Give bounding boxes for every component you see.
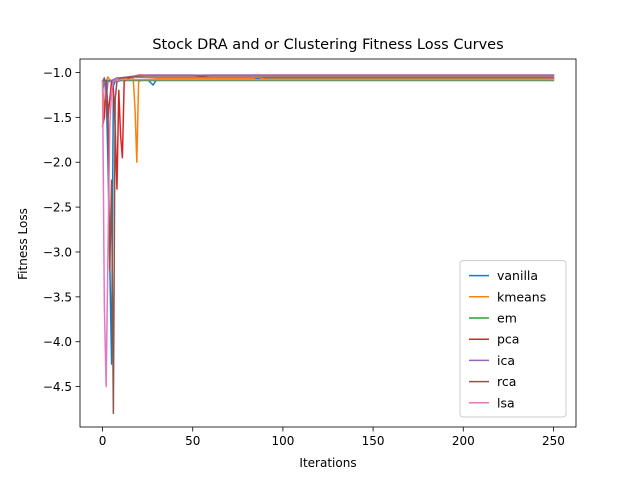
- plot-area: [79, 58, 577, 428]
- y-tick-label: −4.5: [43, 380, 72, 394]
- x-axis: 0 50 100 150 200 250: [99, 427, 565, 448]
- legend-item-ica: ica: [469, 353, 515, 368]
- legend-item-pca: pca: [469, 332, 519, 347]
- x-axis-label: Iterations: [299, 456, 356, 470]
- y-tick-label: −2.0: [43, 156, 72, 170]
- series-line-kmeans: [101, 76, 555, 163]
- x-tick-label: 200: [452, 434, 475, 448]
- legend-item-kmeans: kmeans: [469, 289, 546, 304]
- y-axis-label: Fitness Loss: [16, 208, 30, 280]
- y-tick-label: −3.5: [43, 290, 72, 304]
- legend-label: pca: [497, 332, 519, 347]
- x-tick-label: 50: [185, 434, 200, 448]
- y-axis: −1.0 −1.5 −2.0 −2.5 −3.0 −3.5 −4.0 −4.5: [43, 66, 80, 394]
- series-line-em: [101, 79, 555, 92]
- chart-title: Stock DRA and or Clustering Fitness Loss…: [152, 37, 503, 53]
- y-tick-label: −2.5: [43, 201, 72, 215]
- legend-item-em: em: [469, 311, 517, 326]
- series-lines: [101, 74, 555, 415]
- x-tick-label: 0: [99, 434, 107, 448]
- x-tick-label: 100: [271, 434, 294, 448]
- y-tick-label: −3.0: [43, 245, 72, 259]
- legend-item-lsa: lsa: [469, 395, 515, 410]
- x-tick-label: 250: [542, 434, 565, 448]
- legend-label: ica: [497, 353, 515, 368]
- y-tick-label: −1.0: [43, 66, 72, 80]
- y-tick-label: −4.0: [43, 335, 72, 349]
- legend-item-vanilla: vanilla: [469, 268, 538, 283]
- legend: vanilla kmeans em pca ica rca lsa: [459, 260, 567, 418]
- legend-label: rca: [497, 374, 516, 389]
- series-line-lsa: [101, 78, 555, 388]
- y-tick-label: −1.5: [43, 111, 72, 125]
- x-tick-label: 150: [362, 434, 385, 448]
- plot-frame: [79, 58, 577, 428]
- series-line-pca: [101, 74, 555, 190]
- legend-label: vanilla: [497, 268, 538, 283]
- legend-frame: [459, 260, 567, 418]
- legend-item-rca: rca: [469, 374, 516, 389]
- legend-label: lsa: [497, 395, 515, 410]
- legend-label: em: [497, 311, 517, 326]
- legend-label: kmeans: [497, 289, 546, 304]
